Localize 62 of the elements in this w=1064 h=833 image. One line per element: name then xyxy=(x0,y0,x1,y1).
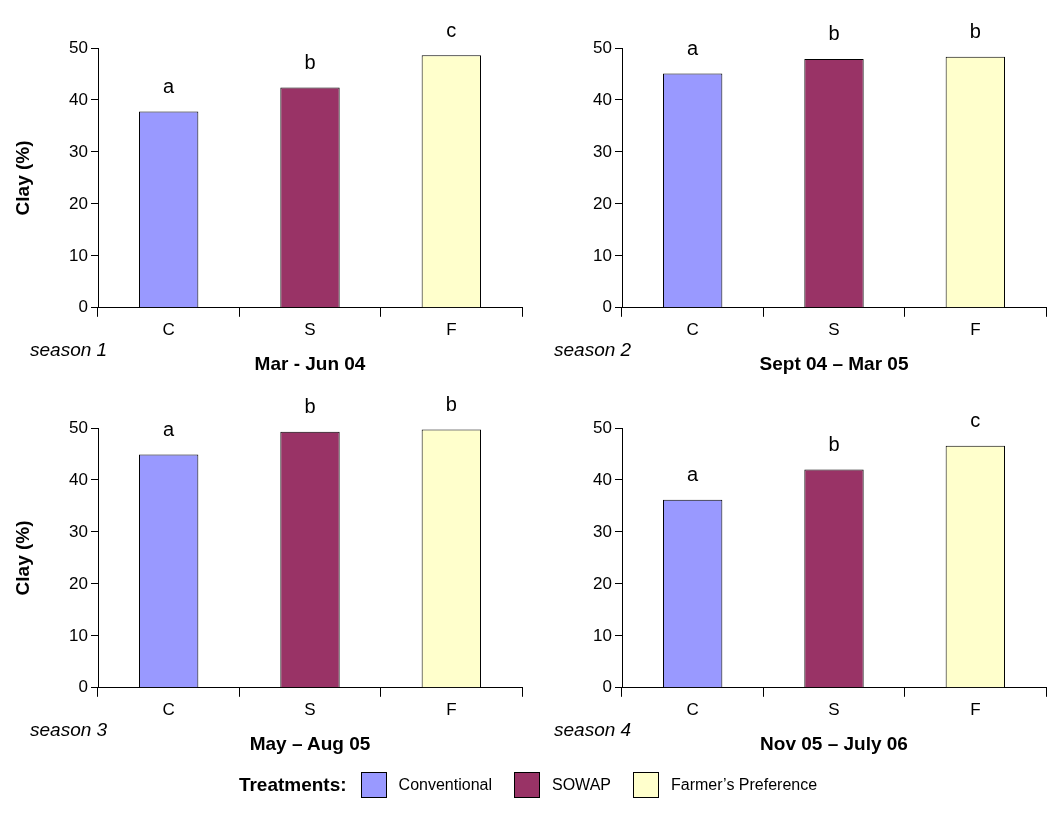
y-tick-label: 0 xyxy=(78,677,88,697)
annotation: a xyxy=(163,418,176,441)
y-tick-label: 50 xyxy=(593,37,612,57)
annotation: a xyxy=(163,74,176,97)
annotation: b xyxy=(969,20,981,43)
text: season 3 xyxy=(30,718,108,740)
annotation: a xyxy=(687,463,700,486)
y-tick-label: 50 xyxy=(593,417,612,437)
y-tick-label: 30 xyxy=(593,521,612,541)
legend-label: Farmer’s Preference xyxy=(670,776,818,794)
legend-label: Conventional xyxy=(398,776,492,794)
annotation: a xyxy=(687,36,700,59)
legend-title: Treatments: xyxy=(238,774,347,796)
text: season 1 xyxy=(30,338,108,360)
y-tick-label: 50 xyxy=(69,417,88,437)
text: season 2 xyxy=(554,338,632,360)
y-tick-label: 10 xyxy=(69,625,88,645)
legend-label: SOWAP xyxy=(552,776,611,794)
y-tick-label: 30 xyxy=(69,141,88,161)
x-tick-label: S xyxy=(828,319,840,339)
x-tick-label: S xyxy=(304,319,316,339)
x-axis-title: Mar - Jun 04 xyxy=(254,352,366,374)
x-tick-label: C xyxy=(686,699,699,719)
y-tick-label: 40 xyxy=(69,89,88,109)
y-tick-label: 20 xyxy=(593,573,612,593)
x-tick-label: S xyxy=(304,699,316,719)
x-tick-label: F xyxy=(446,699,457,719)
text: season 4 xyxy=(554,718,632,740)
y-axis-title: Clay (%) xyxy=(11,140,33,216)
x-tick-label: S xyxy=(828,699,840,719)
x-tick-label: F xyxy=(970,699,981,719)
annotation: b xyxy=(828,433,840,456)
x-tick-label: C xyxy=(162,699,175,719)
y-axis-title: Clay (%) xyxy=(11,520,33,596)
y-tick-label: 40 xyxy=(69,469,88,489)
x-axis-title: Sept 04 – Mar 05 xyxy=(759,352,909,374)
y-tick-label: 30 xyxy=(69,521,88,541)
annotation: b xyxy=(828,22,840,45)
annotation: b xyxy=(304,51,316,74)
y-tick-label: 10 xyxy=(593,245,612,265)
y-tick-label: 40 xyxy=(593,469,612,489)
x-tick-label: C xyxy=(686,319,699,339)
x-tick-label: F xyxy=(970,319,981,339)
y-tick-label: 20 xyxy=(69,573,88,593)
y-tick-label: 0 xyxy=(602,297,612,317)
annotation: b xyxy=(445,393,457,416)
x-tick-label: C xyxy=(162,319,175,339)
annotation: c xyxy=(970,409,981,432)
y-tick-label: 10 xyxy=(593,625,612,645)
x-axis-title: May – Aug 05 xyxy=(249,732,371,754)
y-tick-label: 30 xyxy=(593,141,612,161)
y-tick-label: 40 xyxy=(593,89,612,109)
annotation: b xyxy=(304,395,316,418)
annotation: c xyxy=(446,18,457,41)
x-tick-label: F xyxy=(446,319,457,339)
y-tick-label: 0 xyxy=(78,297,88,317)
y-tick-label: 50 xyxy=(69,37,88,57)
y-tick-label: 10 xyxy=(69,245,88,265)
y-tick-label: 20 xyxy=(69,193,88,213)
x-axis-title: Nov 05 – July 06 xyxy=(760,732,908,754)
y-tick-label: 20 xyxy=(593,193,612,213)
y-tick-label: 0 xyxy=(602,677,612,697)
